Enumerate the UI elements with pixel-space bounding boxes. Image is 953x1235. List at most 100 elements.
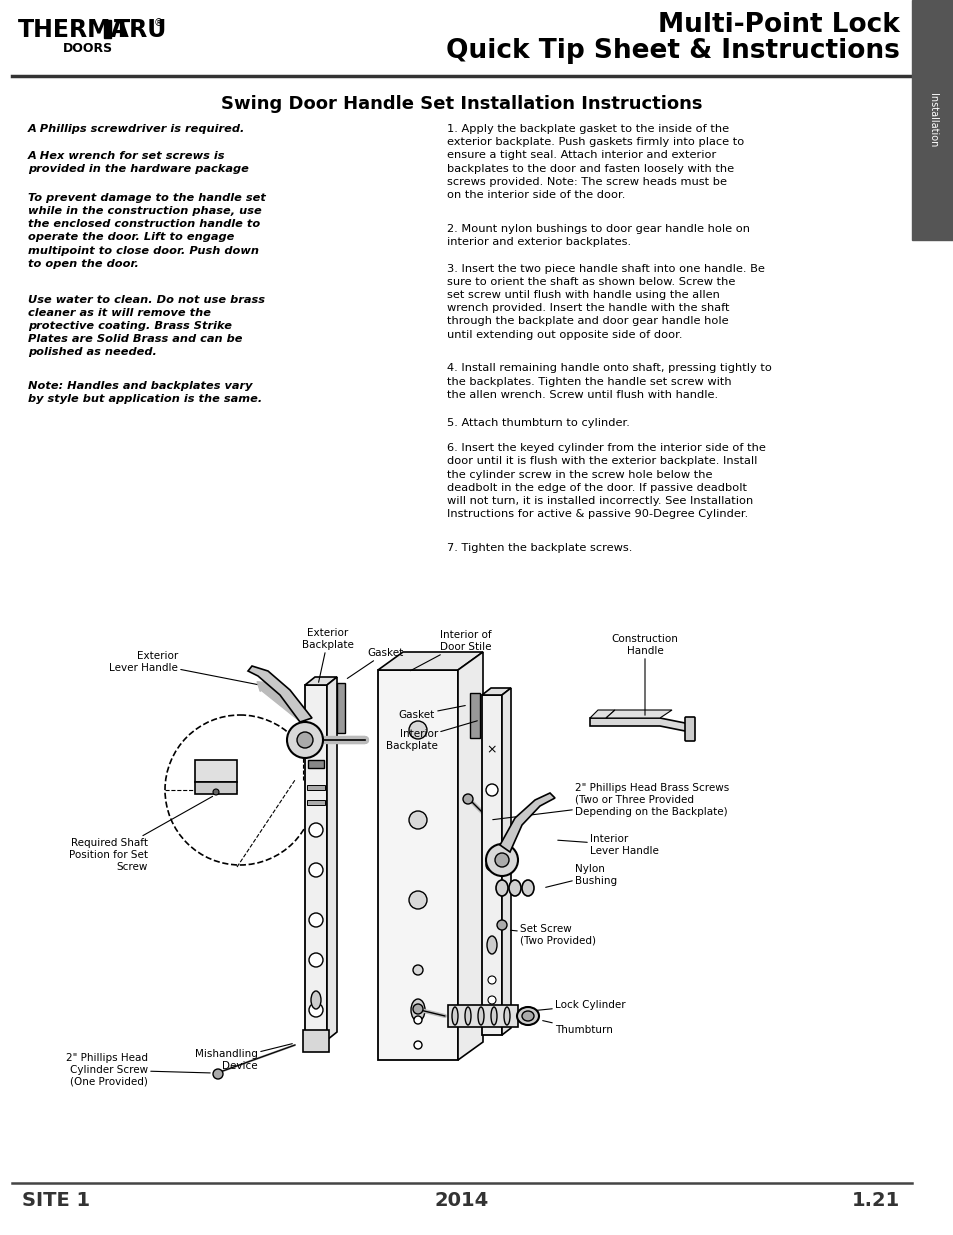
- Polygon shape: [501, 688, 511, 1035]
- Bar: [307, 785, 325, 790]
- Circle shape: [309, 913, 323, 927]
- Circle shape: [409, 811, 427, 829]
- Ellipse shape: [491, 1007, 497, 1025]
- Text: To prevent damage to the handle set
while in the construction phase, use
the enc: To prevent damage to the handle set whil…: [28, 193, 266, 269]
- Text: A Phillips screwdriver is required.: A Phillips screwdriver is required.: [28, 124, 245, 135]
- Text: 7. Tighten the backplate screws.: 7. Tighten the backplate screws.: [447, 543, 632, 553]
- Text: Interior of
Door Stile: Interior of Door Stile: [410, 630, 491, 671]
- Text: Use water to clean. Do not use brass
cleaner as it will remove the
protective co: Use water to clean. Do not use brass cle…: [28, 295, 265, 357]
- Ellipse shape: [503, 1007, 510, 1025]
- Text: 3. Insert the two piece handle shaft into one handle. Be
sure to orient the shaf: 3. Insert the two piece handle shaft int…: [447, 263, 764, 340]
- Text: Gasket: Gasket: [347, 648, 403, 678]
- Circle shape: [309, 953, 323, 967]
- Text: Interior
Lever Handle: Interior Lever Handle: [558, 834, 659, 856]
- Text: SITE 1: SITE 1: [22, 1191, 90, 1210]
- Text: ®: ®: [153, 19, 164, 28]
- Text: 5. Attach thumbturn to cylinder.: 5. Attach thumbturn to cylinder.: [447, 419, 629, 429]
- Bar: [194, 782, 236, 794]
- Ellipse shape: [486, 936, 497, 953]
- Text: 6. Insert the keyed cylinder from the interior side of the
door until it is flus: 6. Insert the keyed cylinder from the in…: [447, 443, 765, 519]
- Ellipse shape: [509, 881, 520, 897]
- Circle shape: [414, 1016, 421, 1024]
- Polygon shape: [377, 652, 482, 671]
- Ellipse shape: [464, 1007, 471, 1025]
- Bar: [448, 1005, 517, 1028]
- Polygon shape: [305, 677, 336, 685]
- Circle shape: [497, 920, 506, 930]
- Bar: [104, 20, 111, 38]
- Bar: [307, 800, 325, 805]
- Circle shape: [485, 844, 517, 876]
- Ellipse shape: [452, 1007, 457, 1025]
- Bar: [303, 1030, 329, 1052]
- Circle shape: [413, 965, 422, 974]
- Text: Interior
Backplate: Interior Backplate: [386, 721, 476, 751]
- Text: 1.21: 1.21: [851, 1191, 899, 1210]
- FancyArrowPatch shape: [257, 682, 305, 721]
- Ellipse shape: [517, 1007, 538, 1025]
- Text: A Hex wrench for set screws is
provided in the hardware package: A Hex wrench for set screws is provided …: [28, 151, 249, 174]
- Text: Lock Cylinder: Lock Cylinder: [522, 1000, 625, 1011]
- Ellipse shape: [477, 1007, 483, 1025]
- Text: Exterior
Lever Handle: Exterior Lever Handle: [109, 651, 267, 687]
- Text: Gasket: Gasket: [398, 705, 465, 720]
- Text: 4. Install remaining handle onto shaft, pressing tightly to
the backplates. Tigh: 4. Install remaining handle onto shaft, …: [447, 363, 771, 400]
- Text: Swing Door Handle Set Installation Instructions: Swing Door Handle Set Installation Instr…: [221, 95, 702, 112]
- Polygon shape: [457, 652, 482, 1060]
- Ellipse shape: [496, 881, 507, 897]
- Circle shape: [462, 794, 473, 804]
- Text: 2014: 2014: [435, 1191, 489, 1210]
- Text: 1. Apply the backplate gasket to the inside of the
exterior backplate. Push gask: 1. Apply the backplate gasket to the ins…: [447, 124, 743, 200]
- Text: Nylon
Bushing: Nylon Bushing: [545, 864, 617, 887]
- Polygon shape: [481, 688, 511, 695]
- Bar: [377, 671, 457, 1060]
- Circle shape: [409, 721, 427, 739]
- Ellipse shape: [521, 881, 534, 897]
- Polygon shape: [248, 666, 312, 722]
- Bar: [481, 695, 501, 1035]
- Text: ×: ×: [486, 743, 497, 757]
- Circle shape: [165, 715, 314, 864]
- Circle shape: [413, 1004, 422, 1014]
- Circle shape: [213, 1070, 223, 1079]
- Text: TRU: TRU: [113, 19, 167, 42]
- Text: Installation: Installation: [927, 93, 937, 147]
- Bar: [308, 760, 324, 768]
- Text: 2" Phillips Head Brass Screws
(Two or Three Provided
Depending on the Backplate): 2" Phillips Head Brass Screws (Two or Th…: [493, 783, 728, 820]
- Text: Mishandling
Device: Mishandling Device: [195, 1044, 292, 1071]
- Polygon shape: [589, 710, 615, 718]
- Ellipse shape: [521, 1011, 534, 1021]
- Polygon shape: [499, 793, 555, 852]
- Text: 2" Phillips Head
Cylinder Screw
(One Provided): 2" Phillips Head Cylinder Screw (One Pro…: [66, 1053, 210, 1087]
- Bar: [336, 683, 345, 734]
- Circle shape: [296, 732, 313, 748]
- Circle shape: [309, 1003, 323, 1016]
- Text: Thumbturn: Thumbturn: [542, 1020, 612, 1035]
- Polygon shape: [605, 710, 671, 718]
- Circle shape: [213, 789, 219, 795]
- Text: Set Screw
(Two Provided): Set Screw (Two Provided): [510, 924, 596, 946]
- Text: Exterior
Backplate: Exterior Backplate: [302, 629, 354, 682]
- Polygon shape: [589, 718, 689, 732]
- Bar: [305, 685, 327, 1040]
- Bar: [470, 693, 479, 739]
- Text: Multi-Point Lock: Multi-Point Lock: [658, 12, 899, 38]
- Text: Quick Tip Sheet & Instructions: Quick Tip Sheet & Instructions: [446, 38, 899, 64]
- Circle shape: [309, 823, 323, 837]
- Circle shape: [485, 784, 497, 797]
- Circle shape: [488, 995, 496, 1004]
- Bar: [911, 0, 953, 240]
- Text: ×: ×: [311, 734, 321, 746]
- Circle shape: [488, 976, 496, 984]
- Circle shape: [495, 853, 509, 867]
- Circle shape: [309, 863, 323, 877]
- Ellipse shape: [311, 990, 320, 1009]
- Bar: [194, 760, 236, 782]
- Text: DOORS: DOORS: [63, 42, 113, 56]
- Text: THERMA: THERMA: [18, 19, 130, 42]
- Circle shape: [287, 722, 323, 758]
- Text: 2. Mount nylon bushings to door gear handle hole on
interior and exterior backpl: 2. Mount nylon bushings to door gear han…: [447, 224, 749, 247]
- Polygon shape: [327, 677, 336, 1040]
- Text: Note: Handles and backplates vary
by style but application is the same.: Note: Handles and backplates vary by sty…: [28, 382, 262, 405]
- Circle shape: [409, 890, 427, 909]
